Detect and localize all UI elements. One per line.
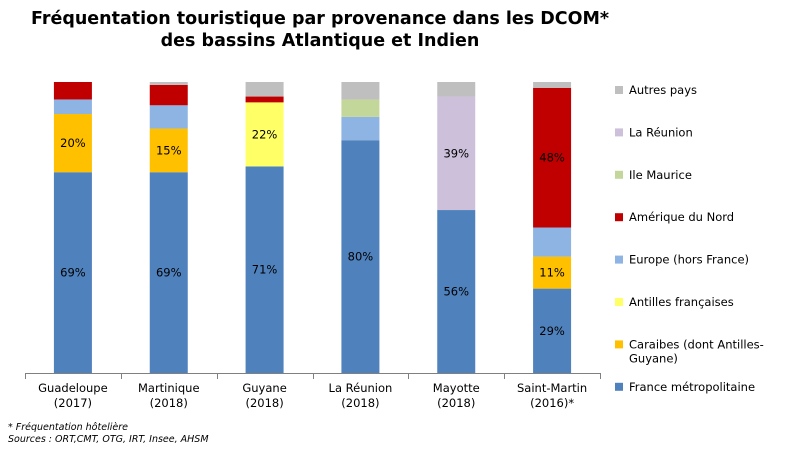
bar-segment: [341, 116, 380, 141]
x-tick-label: Guyane (2018): [242, 381, 286, 410]
bar-segment: [437, 96, 476, 211]
bar-data-label: 39%: [443, 146, 469, 160]
chart-title-line-1: Fréquentation touristique par provenance…: [30, 9, 610, 29]
legend-label: Antilles françaises: [629, 295, 734, 309]
legend-swatch: [615, 298, 623, 306]
bar-segment: [533, 256, 572, 289]
bar-data-label: 20%: [60, 136, 86, 150]
bar-segment: [149, 105, 188, 129]
legend-label: Amérique du Nord: [629, 210, 734, 224]
bar-data-label: 48%: [539, 151, 565, 165]
bar-segment: [53, 114, 92, 173]
legend-label: La Réunion: [629, 125, 693, 139]
bar-segment: [53, 99, 92, 115]
bar-data-label: 15%: [156, 143, 182, 157]
legend-swatch: [615, 340, 623, 349]
legend-swatch: [615, 170, 623, 179]
legend-label: Autres pays: [629, 83, 697, 97]
bar-segment: [149, 128, 188, 173]
legend-swatch: [615, 255, 623, 264]
bar-segment: [149, 84, 188, 106]
bar-data-label: 80%: [348, 250, 374, 264]
bar-segment: [437, 82, 476, 97]
bar-segment: [149, 172, 188, 373]
bar-segment: [245, 166, 284, 373]
bar-data-label: 56%: [443, 285, 469, 299]
bar-data-label: 71%: [252, 263, 278, 277]
bar-segment: [533, 288, 572, 373]
bar-segment: [245, 82, 284, 97]
bar-segment: [533, 87, 572, 228]
bar-data-label: 69%: [60, 266, 86, 280]
legend-swatch: [615, 86, 623, 94]
bar-segment: [341, 99, 380, 117]
x-tick-label: Guadeloupe (2017): [38, 381, 108, 410]
legend-swatch: [615, 213, 623, 222]
bar-segment: [341, 82, 380, 100]
bar-data-label: 22%: [252, 127, 278, 141]
legend-swatch: [615, 128, 623, 137]
x-tick-label: La Réunion (2018): [329, 381, 393, 410]
sources-note: Sources : ORT,CMT, OTG, IRT, Insee, AHSM: [8, 434, 209, 445]
bar-data-label: 11%: [539, 266, 565, 280]
legend-label: Europe (hors France): [629, 253, 749, 267]
legend-swatch: [615, 382, 623, 391]
x-tick-label: Saint-Martin (2016)*: [517, 381, 587, 410]
bar-segment: [437, 210, 476, 373]
legend-label: France métropolitaine: [629, 380, 755, 394]
chart-notes: * Fréquentation hôtelière Sources : ORT,…: [8, 422, 209, 446]
bar-segment: [149, 82, 188, 85]
bar-data-label: 29%: [539, 324, 565, 338]
bar-segment: [341, 140, 380, 373]
bar-segment: [53, 82, 92, 100]
legend-label: Caraibes (dont Antilles-Guyane): [629, 337, 764, 365]
x-tick-label: Martinique (2018): [138, 381, 200, 410]
bar-data-label: 69%: [156, 266, 182, 280]
chart-title-line-2: des bassins Atlantique et Indien: [160, 31, 480, 51]
bar-segment: [533, 82, 572, 88]
bar-segment: [53, 172, 92, 373]
bar-segment: [245, 102, 284, 167]
x-tick-label: Mayotte (2018): [433, 381, 480, 410]
chart-title: Fréquentation touristique par provenance…: [0, 8, 640, 52]
bar-segment: [533, 227, 572, 257]
footnote: * Fréquentation hôtelière: [8, 422, 128, 433]
legend-label: Ile Maurice: [629, 168, 692, 182]
bar-segment: [245, 96, 284, 103]
